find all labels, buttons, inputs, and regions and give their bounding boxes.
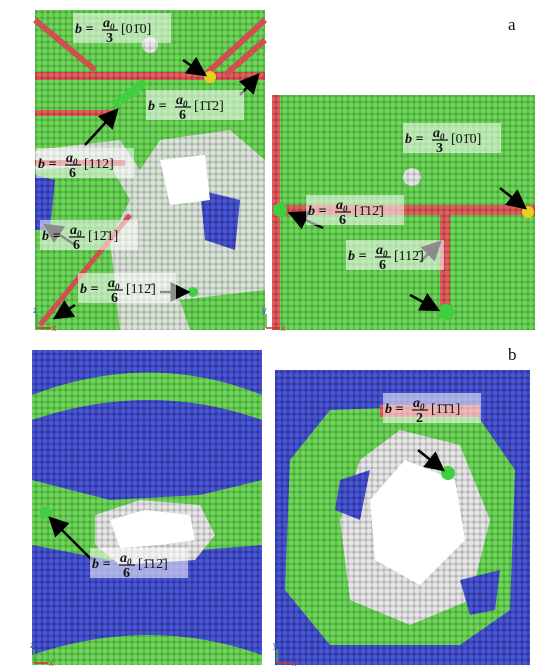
label-direction: [112] [84, 157, 114, 172]
label-prefix: b = [42, 229, 61, 244]
panel-label: a [508, 15, 516, 34]
panel-b-left [32, 350, 262, 665]
symbol: a [70, 223, 77, 238]
axis-label-vertical: z [33, 305, 38, 315]
label-direction: [1̄1̄2] [194, 99, 224, 114]
symbol: a [433, 126, 440, 141]
symbol: a [336, 198, 343, 213]
label-prefix: b = [75, 22, 94, 37]
label-denominator: 3 [106, 31, 113, 46]
symbol: a [66, 151, 73, 166]
label-direction: [1̄12̄] [354, 204, 384, 219]
label-direction: [1̄12̄] [138, 557, 168, 572]
symbol: a [103, 16, 110, 31]
label-prefix: b = [385, 402, 404, 417]
label-prefix: b = [92, 557, 111, 572]
label-prefix: b = [38, 157, 57, 172]
axis-label-horizontal: x [49, 658, 54, 668]
panel-label: b [508, 345, 517, 364]
label-direction: [112̄] [394, 249, 424, 264]
label-direction: [112̄] [126, 282, 156, 297]
label-direction: [12̄1] [88, 229, 118, 244]
label-denominator: 6 [123, 566, 130, 581]
axis-label-vertical: z [30, 640, 35, 650]
label-denominator: 6 [69, 166, 76, 181]
symbol: a [376, 243, 383, 258]
symbol: a [413, 396, 420, 411]
axis-label-horizontal: x [281, 323, 286, 333]
axis-label-vertical: y [262, 305, 267, 315]
label-denominator: 6 [339, 213, 346, 228]
label-prefix: b = [405, 132, 424, 147]
label-prefix: b = [148, 99, 167, 114]
label-prefix: b = [348, 249, 367, 264]
label-direction: [1̄1̄1] [431, 402, 460, 417]
label-direction: [01̄0] [451, 132, 481, 147]
label-denominator: 6 [379, 258, 386, 273]
axis-label-vertical: y [273, 640, 278, 650]
symbol: a [108, 276, 115, 291]
label-prefix: b = [308, 204, 327, 219]
label-denominator: 6 [179, 108, 186, 123]
label-direction: [01̄0] [121, 22, 151, 37]
symbol: a [176, 93, 183, 108]
axis-label-horizontal: x [292, 658, 297, 668]
axis-label-horizontal: x [52, 323, 57, 333]
symbol: a [120, 551, 127, 566]
label-denominator: 2 [416, 411, 423, 426]
figure: abb =a03[01̄0]b =a06[1̄1̄2]b =a06[112]b … [0, 0, 535, 672]
label-denominator: 3 [436, 141, 443, 156]
label-denominator: 6 [111, 291, 118, 306]
label-denominator: 6 [73, 238, 80, 253]
label-prefix: b = [80, 282, 99, 297]
